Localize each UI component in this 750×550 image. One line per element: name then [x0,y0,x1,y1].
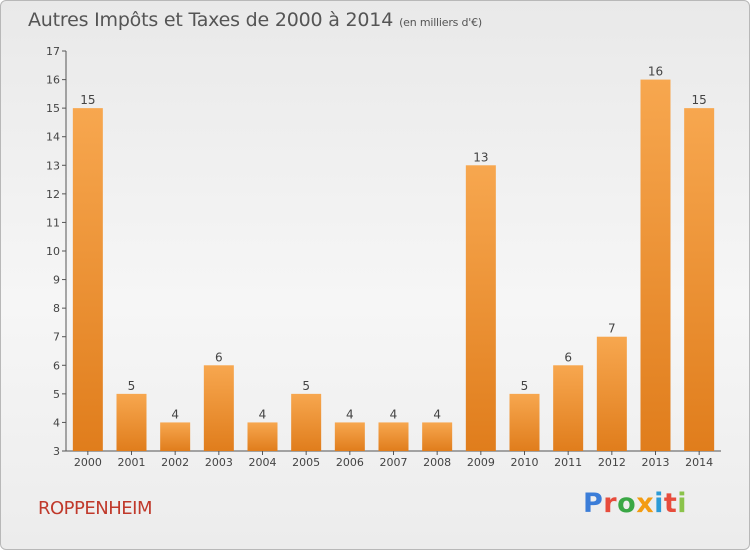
y-tick-label: 8 [53,302,60,315]
y-tick-label: 4 [53,416,60,429]
logo-letter: P [583,488,604,519]
y-tick-label: 5 [53,388,60,401]
x-tick-label: 2009 [467,456,495,469]
proxiti-logo: Proxiti [583,488,687,519]
logo-letter: i [677,488,688,519]
bar [596,336,627,451]
bar [291,393,322,451]
x-tick-label: 2005 [292,456,320,469]
location-label: ROPPENHEIM [38,498,152,519]
bar [378,422,409,451]
y-tick-label: 16 [46,74,60,87]
y-tick-label: 15 [46,102,60,115]
chart-title-text: Autres Impôts et Taxes de 2000 à 2014 [28,9,394,31]
chart-title: Autres Impôts et Taxes de 2000 à 2014 (en… [28,9,482,31]
bar [553,365,584,451]
y-tick-label: 9 [53,274,60,287]
chart-subtitle: (en milliers d'€) [399,16,482,29]
bar [640,79,671,452]
y-tick-label: 10 [46,245,60,258]
x-tick-label: 2013 [642,456,670,469]
y-tick-label: 11 [46,216,60,229]
logo-letter: r [603,488,618,519]
x-tick-label: 2000 [74,456,102,469]
bar [203,365,234,451]
data-label: 5 [521,379,529,393]
data-label: 5 [128,379,136,393]
x-tick-label: 2004 [249,456,277,469]
x-tick-label: 2006 [336,456,364,469]
data-label: 16 [648,65,663,79]
data-label: 4 [259,407,267,421]
data-label: 15 [80,93,95,107]
data-label: 13 [473,150,488,164]
x-tick-label: 2007 [380,456,408,469]
bar [247,422,278,451]
x-tick-label: 2010 [511,456,539,469]
logo-letter: o [617,488,637,519]
data-label: 15 [692,93,707,107]
data-label: 4 [171,407,179,421]
data-label: 6 [564,350,572,364]
x-tick-label: 2002 [161,456,189,469]
bar [509,393,540,451]
y-tick-label: 3 [53,445,60,458]
data-label: 4 [390,407,398,421]
logo-letter: t [663,488,678,519]
data-label: 4 [433,407,441,421]
x-tick-label: 2014 [685,456,713,469]
y-tick-label: 13 [46,159,60,172]
data-label: 7 [608,322,616,336]
x-tick-label: 2011 [554,456,582,469]
bar [72,108,103,452]
y-tick-label: 6 [53,359,60,372]
bar [422,422,453,451]
x-tick-label: 2001 [118,456,146,469]
logo-letter: i [654,488,664,519]
y-tick-label: 12 [46,188,60,201]
x-tick-label: 2003 [205,456,233,469]
y-tick-label: 7 [53,331,60,344]
y-tick-label: 17 [46,45,60,58]
logo-letter: x [636,488,655,519]
data-label: 5 [302,379,310,393]
data-label: 6 [215,350,223,364]
data-label: 4 [346,407,354,421]
y-tick-label: 14 [46,131,60,144]
bar [684,108,715,452]
bar [334,422,365,451]
bar [160,422,191,451]
x-tick-label: 2008 [423,456,451,469]
bar [465,165,496,452]
x-tick-label: 2012 [598,456,626,469]
bar [116,393,147,451]
